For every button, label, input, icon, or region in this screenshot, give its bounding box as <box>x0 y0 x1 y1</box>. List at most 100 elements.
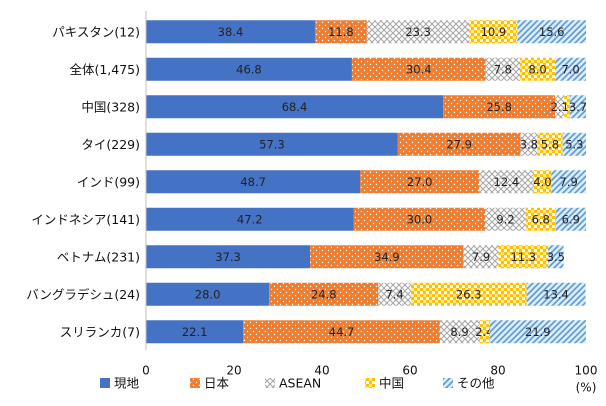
bar-segment <box>397 132 521 156</box>
legend-swatch <box>265 378 275 388</box>
data-label: 12.4 <box>494 175 520 189</box>
data-label: 3.8 <box>520 137 538 151</box>
data-label: 30.0 <box>407 212 433 226</box>
bar-segment <box>533 170 552 194</box>
bar-segment <box>146 95 444 119</box>
data-label: 44.7 <box>329 325 355 339</box>
data-label: 2.4 <box>475 325 493 339</box>
data-label: 11.3 <box>510 250 536 264</box>
bar-segment <box>555 207 586 231</box>
bar-segment <box>520 57 556 81</box>
legend: 現地 日本 ASEAN 中国 その他 <box>100 376 495 391</box>
bar-segment <box>498 245 549 269</box>
x-tick-label: 60 <box>402 364 417 378</box>
data-label: 6.8 <box>532 212 550 226</box>
data-label: 34.9 <box>374 250 400 264</box>
data-label: 4.0 <box>533 175 551 189</box>
legend-label: 中国 <box>379 376 404 391</box>
data-label: 13.4 <box>543 287 569 301</box>
data-label: 27.0 <box>407 175 433 189</box>
bar-segment <box>310 245 464 269</box>
data-label: 11.8 <box>328 25 354 39</box>
bar-segment <box>146 282 270 306</box>
bar-segment <box>146 57 352 81</box>
bar-segment <box>269 282 379 306</box>
bar-segment <box>314 20 367 44</box>
bar-segment <box>353 207 486 231</box>
legend-item: 現地 <box>100 376 140 391</box>
data-label: 7.0 <box>561 62 579 76</box>
legend-item: 日本 <box>190 376 230 391</box>
bar-segment <box>146 245 311 269</box>
category-label: ベトナム(231) <box>57 249 140 264</box>
category-label: 中国(328) <box>81 99 140 114</box>
bar-segment <box>548 245 564 269</box>
data-label: 3.7 <box>569 100 587 114</box>
x-tick-label: 40 <box>314 364 329 378</box>
bar-segment <box>469 20 518 44</box>
bar-segment <box>555 57 586 81</box>
bar-segment <box>479 170 534 194</box>
data-label: 10.9 <box>481 25 507 39</box>
bar-segment <box>360 170 480 194</box>
bar-segment <box>146 132 398 156</box>
data-label: 30.4 <box>406 62 432 76</box>
bar-segment <box>489 320 586 344</box>
data-label: 15.6 <box>539 25 565 39</box>
data-label: 27.9 <box>446 137 472 151</box>
bar-segment <box>485 207 526 231</box>
bar-segment <box>537 132 563 156</box>
bar-segment <box>569 95 586 119</box>
legend-label: 日本 <box>204 376 230 391</box>
data-label: 46.8 <box>236 62 262 76</box>
bar-segment <box>443 95 556 119</box>
data-label: 57.3 <box>259 137 285 151</box>
x-tick-label: 20 <box>226 364 241 378</box>
bar-segment <box>564 95 570 119</box>
legend-label: 現地 <box>114 376 140 391</box>
data-label: 48.7 <box>240 175 266 189</box>
x-tick-label: 80 <box>490 364 505 378</box>
x-axis-unit: (%) <box>576 381 597 395</box>
data-label: 7.9 <box>472 250 490 264</box>
bar-segment <box>366 20 470 44</box>
bar-segment <box>555 95 565 119</box>
data-label: 8.0 <box>528 62 546 76</box>
bar-segment <box>526 282 586 306</box>
category-labels: パキスタン(12) 全体(1,475) 中国(328) タイ(229) インド(99) イ… <box>26 24 140 339</box>
x-tick-label: 0 <box>142 364 150 378</box>
bars-layer: 38.4 11.8 23.3 10.9 15.6 46.8 30.4 7.8 8.0 7.0 68.… <box>146 20 587 344</box>
data-label: 6.9 <box>562 212 580 226</box>
category-label: パキスタン(12) <box>52 24 140 39</box>
data-label: 3.5 <box>547 250 565 264</box>
bar-segment <box>146 170 361 194</box>
data-label: 21.9 <box>525 325 551 339</box>
category-label: スリランカ(7) <box>60 324 140 339</box>
bar-segment <box>525 207 556 231</box>
legend-swatch <box>100 378 110 388</box>
data-label: 8.9 <box>450 325 468 339</box>
data-label: 9.2 <box>496 212 514 226</box>
bar-segment <box>146 320 244 344</box>
bar-segment <box>378 282 411 306</box>
data-label: 26.3 <box>456 287 482 301</box>
data-label: 7.8 <box>494 62 512 76</box>
category-label: インドネシア(141) <box>31 212 140 227</box>
data-label: 5.3 <box>565 137 583 151</box>
data-label: 23.3 <box>405 25 431 39</box>
data-label: 68.4 <box>282 100 308 114</box>
bar-segment <box>351 57 486 81</box>
legend-label: その他 <box>457 376 495 391</box>
legend-swatch <box>190 378 200 388</box>
bar-segment <box>146 207 354 231</box>
bar-segment <box>520 132 538 156</box>
bar-segment <box>146 20 315 44</box>
legend-item: ASEAN <box>265 376 321 391</box>
bar-segment <box>463 245 499 269</box>
category-label: 全体(1,475) <box>69 62 140 77</box>
bar-segment <box>485 57 520 81</box>
bar-segment <box>439 320 480 344</box>
data-label: 38.4 <box>218 25 244 39</box>
bar-segment <box>410 282 527 306</box>
